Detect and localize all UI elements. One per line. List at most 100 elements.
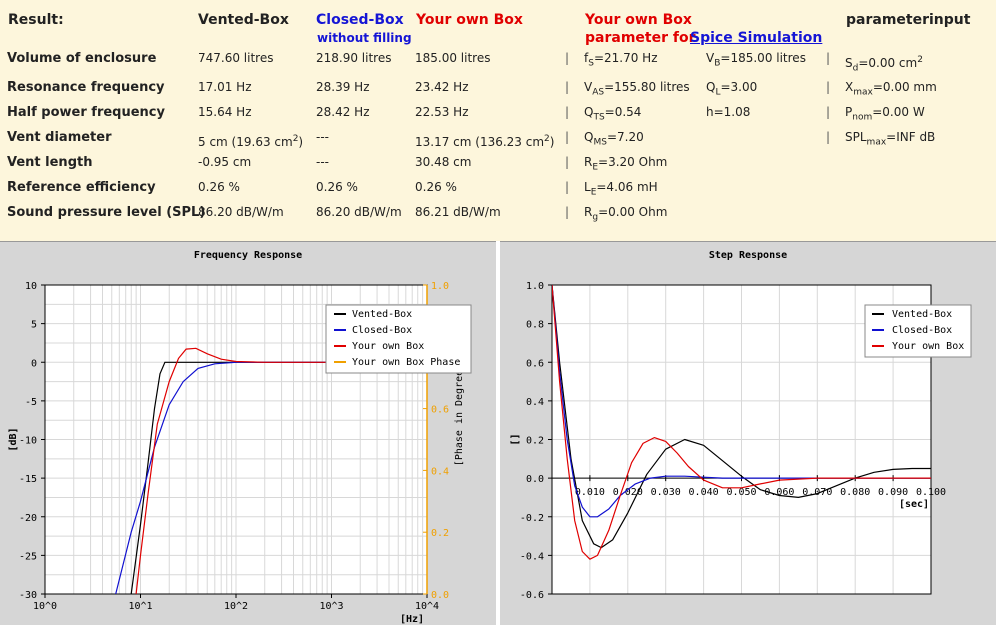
own-efficiency: 0.26 % [415,180,457,194]
y-tick-label: -10 [19,436,37,447]
row-label-resonance: Resonance frequency [7,80,165,95]
legend-box [325,304,472,374]
param-splmax: SPLmax=INF dB [845,130,936,148]
closed-box-heading: Closed-Box [316,12,404,28]
row-label-efficiency: Reference efficiency [7,180,156,195]
y-tick-label: 0.0 [526,474,544,485]
series-line-closed-box [552,285,931,518]
frequency-response-chart: Frequency Response1050-5-10-15-20-25-301… [8,250,472,625]
y-tick-label: 0.2 [526,436,544,447]
x-tick-label: 0.080 [840,487,870,498]
y2-tick-label: 1.0 [431,281,449,292]
x-tick-label: 10^0 [33,601,57,612]
separator: | [565,205,570,219]
parameterinput-heading: parameterinput [846,12,971,28]
y-tick-label: 0.4 [526,397,544,408]
legend: Vented-Box Closed-Box Your own Box Your own… [325,304,472,374]
vented-box-heading: Vented-Box [198,12,289,28]
closed-vent-diameter: --- [316,130,329,144]
results-panel: Result: Vented-Box Closed-Box without fi… [0,0,996,241]
x-axis-label: [sec] [899,499,929,510]
legend-label: Vented-Box [352,309,412,320]
param-vas: VAS=155.80 litres [584,80,690,98]
legend-label: Your own Box [892,341,964,352]
x-tick-label: 0.060 [764,487,794,498]
step-response-panel: Step Response 0.010 0.020 0.030 0.040 0.050 0.… [500,241,996,625]
x-axis-label: [Hz] [400,614,424,625]
y2-tick-label: 0.2 [431,528,449,539]
param-vb: VB=185.00 litres [706,51,806,69]
series-line-your-own-box [135,347,427,594]
vented-half-power: 15.64 Hz [198,105,252,119]
y-tick-label: 10 [25,281,37,292]
vented-vent-length: -0.95 cm [198,155,252,169]
x-tick-label: 0.030 [651,487,681,498]
separator: | [826,105,831,119]
vented-vent-diameter: 5 cm (19.63 cm2) [198,134,304,149]
row-label-vent-length: Vent length [7,155,93,170]
y-tick-label: 0.6 [526,358,544,369]
separator: | [826,80,831,94]
param-pnom: Pnom=0.00 W [845,105,925,123]
closed-volume: 218.90 litres [316,51,392,65]
x-tick-label: 0.040 [689,487,719,498]
panel-divider [496,241,500,624]
y-axis-label: [dB] [8,427,19,451]
y-tick-label: -5 [25,397,37,408]
spice-heading-line1: Your own Box [585,12,692,28]
param-rg: Rg=0.00 Ohm [584,205,668,223]
y-tick-label: -0.2 [520,513,544,524]
y-tick-label: -0.4 [520,551,544,562]
closed-half-power: 28.42 Hz [316,105,370,119]
param-ql: QL=3.00 [706,80,758,98]
step-response-chart: Step Response 0.010 0.020 0.030 0.040 0.050 0.… [510,250,972,601]
legend-label: Your own Box Phase [352,357,460,368]
chart-title: Step Response [709,250,787,261]
y-tick-label: 1.0 [526,281,544,292]
y2-tick-label: 0.6 [431,405,449,416]
y2-axis-label: [Phase in Degrees] [454,358,465,466]
closed-vent-length: --- [316,155,329,169]
own-spl: 86.21 dB/W/m [415,205,501,219]
x-tick-label: 0.010 [575,487,605,498]
row-label-volume: Volume of enclosure [7,51,157,66]
y-axis-label: [] [510,433,521,445]
own-vent-diameter: 13.17 cm (136.23 cm2) [415,134,555,149]
vented-resonance: 17.01 Hz [198,80,252,94]
separator: | [565,130,570,144]
series-line-vented-box [552,285,931,549]
legend-label: Closed-Box [352,325,412,336]
grid [551,284,932,595]
separator: | [565,80,570,94]
y2-tick-label: 0.0 [431,590,449,601]
x-tick-label: 10^4 [415,601,439,612]
param-h: h=1.08 [706,105,751,119]
y-tick-label: 0.8 [526,320,544,331]
param-qts: QTS=0.54 [584,105,642,123]
x-tick-label: 0.020 [613,487,643,498]
row-label-vent-diameter: Vent diameter [7,130,112,145]
own-box-heading: Your own Box [416,12,523,28]
y-tick-label: 5 [31,320,37,331]
row-label-half-power: Half power frequency [7,105,165,120]
vented-spl: 86.20 dB/W/m [198,205,284,219]
y-tick-label: -25 [19,551,37,562]
x-tick-label: 0.100 [916,487,946,498]
y-tick-label: -15 [19,474,37,485]
x-tick-label: 10^3 [319,601,343,612]
separator: | [826,130,831,144]
param-sd: Sd=0.00 cm2 [845,55,923,74]
frequency-response-panel: Frequency Response 10 5 0 -5 -10 -15 -20 -25 -30 1… [0,241,496,625]
y-tick-label: -0.6 [520,590,544,601]
legend-label: Vented-Box [892,309,952,320]
y-tick-label: -30 [19,590,37,601]
x-tick-label: 0.070 [802,487,832,498]
vented-efficiency: 0.26 % [198,180,240,194]
own-volume: 185.00 litres [415,51,491,65]
closed-box-subheading: without filling [317,31,412,45]
own-vent-length: 30.48 cm [415,155,472,169]
param-re: RE=3.20 Ohm [584,155,668,173]
spice-heading-line2: parameter for [585,30,696,46]
row-label-spl: Sound pressure level (SPL) [7,205,206,220]
spice-simulation-link[interactable]: Spice Simulation [690,30,823,46]
